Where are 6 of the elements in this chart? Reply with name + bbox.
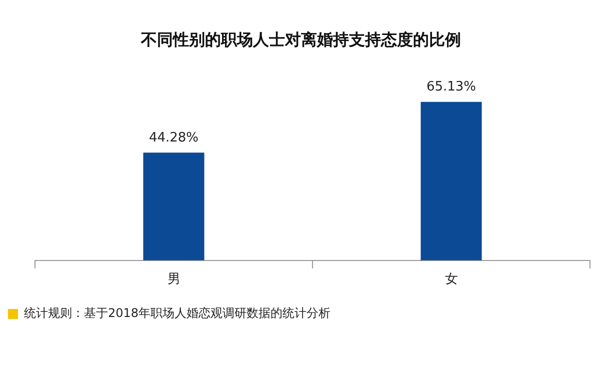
- x-tick-label: 男: [167, 270, 180, 286]
- data-label: 65.13%: [426, 80, 476, 95]
- data-label: 44.28%: [148, 130, 199, 146]
- chart-title: 不同性别的职场人士对离婚持支持态度的比例: [140, 30, 462, 51]
- text: 统计规则：基于2018年职场人婚恋观调研数据的统计分析: [24, 305, 331, 322]
- x-tick-label: 女: [444, 270, 458, 286]
